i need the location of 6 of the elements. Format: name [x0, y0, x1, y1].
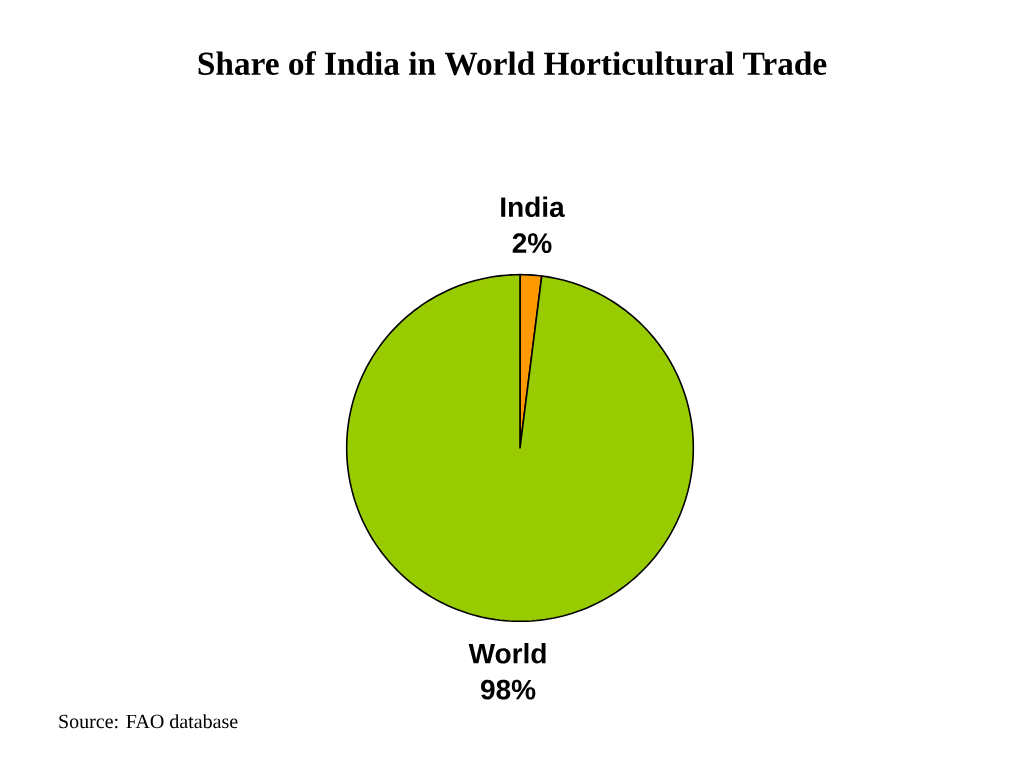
slice-label: India: [501, 196, 565, 218]
data-label: 2%: [512, 233, 552, 254]
data-label: 98%: [480, 679, 536, 700]
chart-title: Share of India in World Horticultural Trade: [198, 51, 827, 76]
slice-label: World: [468, 642, 546, 664]
source-note: Source: FAO database: [59, 714, 238, 729]
